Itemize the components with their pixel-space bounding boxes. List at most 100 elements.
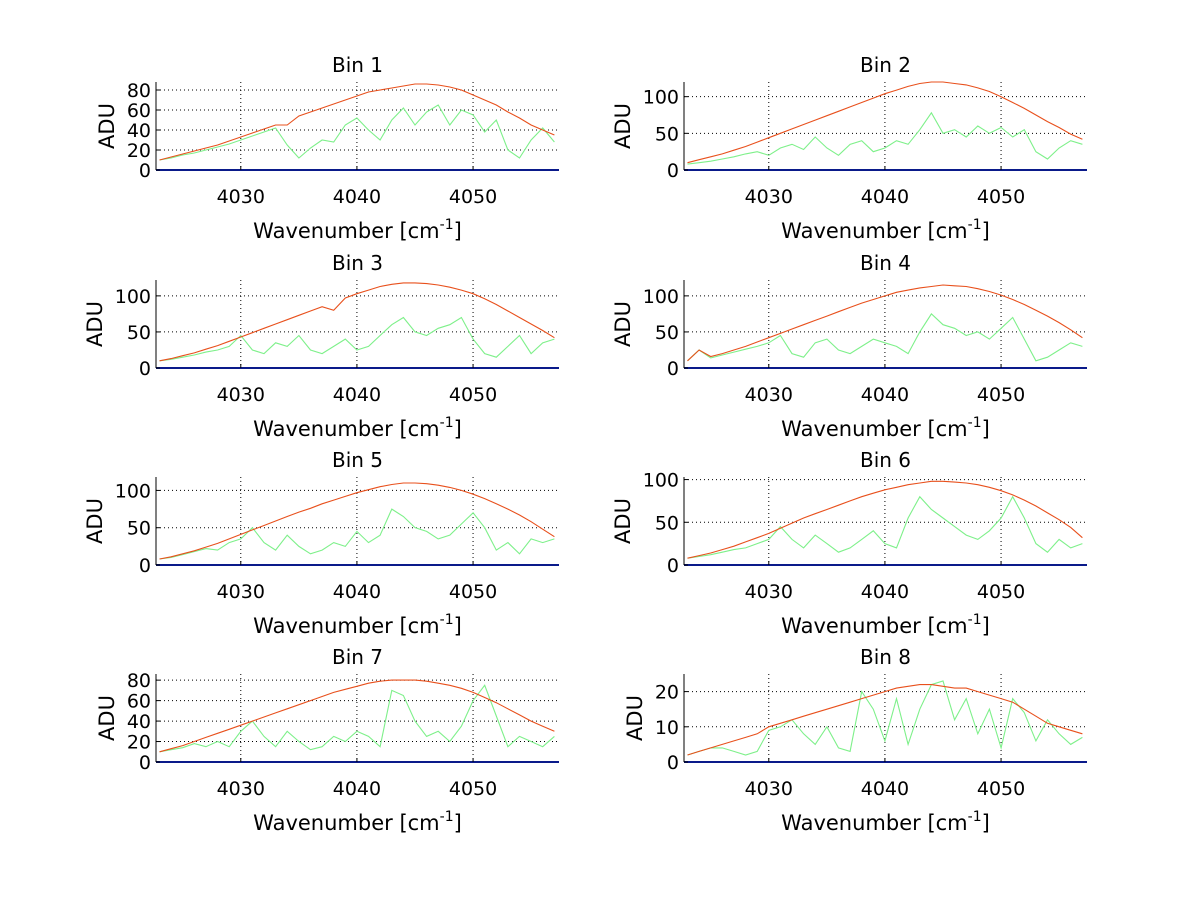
y-axis-label: ADU bbox=[611, 103, 635, 149]
x-axis-label-superscript: -1 bbox=[968, 809, 982, 825]
x-tick-label: 4040 bbox=[861, 778, 909, 800]
y-tick-label: 20 bbox=[127, 140, 151, 162]
y-tick-label: 50 bbox=[127, 322, 151, 344]
x-tick-label: 4050 bbox=[449, 384, 497, 406]
x-tick-label: 4050 bbox=[977, 581, 1025, 603]
y-tick-label: 50 bbox=[655, 512, 679, 534]
spectrum-line bbox=[159, 508, 555, 560]
x-tick-label: 4030 bbox=[745, 384, 793, 406]
subplot-6: 4030 4040 4050 0 50 100 Bin 6 Wavenumber [cm-1]… bbox=[611, 448, 1087, 638]
x-axis-label-superscript: -1 bbox=[440, 415, 454, 431]
y-tick-label: 100 bbox=[643, 87, 679, 109]
spectrum-line bbox=[687, 495, 1083, 559]
subplot-2: 4030 4040 4050 0 50 100 Bin 2 Wavenumber [cm-1]… bbox=[611, 53, 1087, 243]
y-tick-label: 100 bbox=[115, 480, 151, 502]
y-tick-label: 50 bbox=[655, 322, 679, 344]
envelope-line bbox=[159, 679, 555, 753]
x-axis-label: Wavenumber [cm-1] bbox=[781, 217, 990, 243]
x-axis-label-superscript: -1 bbox=[968, 612, 982, 628]
x-axis-label-text: Wavenumber [cm bbox=[253, 614, 439, 638]
subplot-title: Bin 8 bbox=[860, 645, 911, 669]
y-tick-label: 100 bbox=[643, 470, 679, 492]
y-tick-label: 80 bbox=[127, 80, 151, 102]
y-tick-label: 50 bbox=[655, 123, 679, 145]
subplot-8: 4030 4040 4050 0 10 20 Bin 8 Wavenumber [cm-1] A… bbox=[623, 645, 1087, 835]
x-axis-label-text: Wavenumber [cm bbox=[253, 417, 439, 441]
subplot-title: Bin 3 bbox=[332, 251, 383, 275]
subplot-title: Bin 4 bbox=[860, 251, 911, 275]
y-axis-label: ADU bbox=[611, 301, 635, 347]
y-tick-label: 0 bbox=[667, 358, 679, 380]
x-tick-label: 4030 bbox=[217, 384, 265, 406]
x-tick-label: 4040 bbox=[861, 581, 909, 603]
spectrum-line bbox=[159, 316, 555, 362]
y-tick-label: 20 bbox=[655, 682, 679, 704]
x-tick-label: 4040 bbox=[333, 778, 381, 800]
y-tick-label: 40 bbox=[127, 120, 151, 142]
x-tick-label: 4040 bbox=[861, 384, 909, 406]
x-tick-label: 4040 bbox=[333, 384, 381, 406]
x-axis-label: Wavenumber [cm-1] bbox=[253, 415, 462, 441]
x-axis-label-text: Wavenumber [cm bbox=[253, 219, 439, 243]
x-axis-label-end: ] bbox=[982, 614, 990, 638]
x-tick-label: 4050 bbox=[449, 581, 497, 603]
x-axis-label-text: Wavenumber [cm bbox=[253, 811, 439, 835]
y-tick-label: 0 bbox=[139, 555, 151, 577]
x-axis-label: Wavenumber [cm-1] bbox=[253, 217, 462, 243]
x-tick-label: 4030 bbox=[745, 581, 793, 603]
subplot-title: Bin 1 bbox=[332, 53, 383, 77]
y-tick-label: 80 bbox=[127, 670, 151, 692]
x-axis-label: Wavenumber [cm-1] bbox=[781, 612, 990, 638]
y-tick-label: 0 bbox=[139, 358, 151, 380]
x-axis-label-end: ] bbox=[982, 417, 990, 441]
x-axis-label-end: ] bbox=[454, 811, 462, 835]
x-axis-label-end: ] bbox=[982, 219, 990, 243]
y-tick-label: 0 bbox=[139, 160, 151, 182]
x-axis-label-text: Wavenumber [cm bbox=[781, 614, 967, 638]
x-axis-label-end: ] bbox=[454, 219, 462, 243]
y-axis-label: ADU bbox=[83, 498, 107, 544]
subplot-title: Bin 6 bbox=[860, 448, 911, 472]
y-axis-label: ADU bbox=[611, 498, 635, 544]
envelope-line bbox=[159, 83, 555, 161]
x-tick-label: 4050 bbox=[977, 384, 1025, 406]
spectrum-line bbox=[159, 684, 555, 753]
y-tick-label: 0 bbox=[667, 160, 679, 182]
spectrum-line bbox=[687, 111, 1083, 165]
x-tick-label: 4030 bbox=[745, 778, 793, 800]
x-tick-label: 4040 bbox=[333, 581, 381, 603]
spectrum-line bbox=[687, 313, 1083, 362]
y-tick-label: 50 bbox=[127, 518, 151, 540]
x-axis-label: Wavenumber [cm-1] bbox=[781, 809, 990, 835]
y-tick-label: 100 bbox=[115, 286, 151, 308]
x-tick-label: 4050 bbox=[449, 186, 497, 208]
envelope-line bbox=[687, 480, 1083, 559]
x-tick-label: 4050 bbox=[449, 778, 497, 800]
x-axis-label-text: Wavenumber [cm bbox=[781, 417, 967, 441]
x-axis-label-superscript: -1 bbox=[440, 612, 454, 628]
x-axis-label-superscript: -1 bbox=[968, 415, 982, 431]
y-tick-label: 10 bbox=[655, 717, 679, 739]
x-axis-label-superscript: -1 bbox=[968, 217, 982, 233]
y-tick-label: 60 bbox=[127, 100, 151, 122]
y-tick-label: 0 bbox=[667, 555, 679, 577]
x-axis-label-end: ] bbox=[454, 614, 462, 638]
x-axis-label-end: ] bbox=[454, 417, 462, 441]
subplot-5: 4030 4040 4050 0 50 100 Bin 5 Wavenumber [cm-1]… bbox=[83, 448, 559, 638]
x-axis-label: Wavenumber [cm-1] bbox=[253, 809, 462, 835]
envelope-line bbox=[159, 282, 555, 362]
y-tick-label: 40 bbox=[127, 711, 151, 733]
x-axis-label-superscript: -1 bbox=[440, 217, 454, 233]
x-tick-label: 4030 bbox=[745, 186, 793, 208]
y-axis-label: ADU bbox=[95, 695, 119, 741]
subplot-title: Bin 7 bbox=[332, 645, 383, 669]
x-axis-label-end: ] bbox=[982, 811, 990, 835]
subplot-3: 4030 4040 4050 0 50 100 Bin 3 Wavenumber [cm-1]… bbox=[83, 251, 559, 441]
y-tick-label: 20 bbox=[127, 732, 151, 754]
x-axis-label: Wavenumber [cm-1] bbox=[781, 415, 990, 441]
x-tick-label: 4050 bbox=[977, 186, 1025, 208]
x-axis-label-superscript: -1 bbox=[440, 809, 454, 825]
